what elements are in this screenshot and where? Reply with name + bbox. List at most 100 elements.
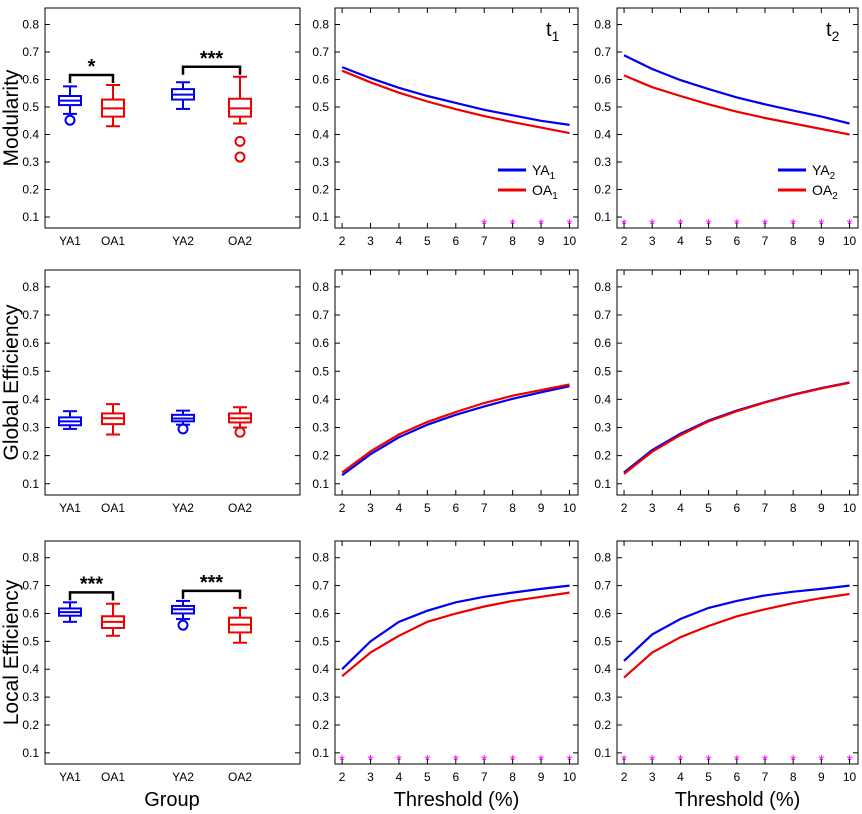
y-tick-label: 0.8	[594, 18, 611, 32]
y-tick-label: 0.2	[22, 183, 39, 197]
x-tick-label: 3	[367, 234, 374, 248]
box-group-label: OA2	[228, 501, 252, 515]
significance-star: *	[396, 752, 402, 769]
y-tick-label: 0.2	[22, 449, 39, 463]
y-tick-label: 0.5	[22, 634, 39, 648]
box-group-label: YA2	[172, 234, 194, 248]
x-tick-label: 6	[452, 770, 459, 784]
x-tick-label: 10	[843, 501, 857, 515]
box-outlier	[234, 151, 246, 163]
legend-name: OA	[532, 182, 553, 198]
y-tick-label: 0.6	[594, 606, 611, 620]
box-group-label: OA2	[228, 234, 252, 248]
x-tick-label: 7	[481, 501, 488, 515]
significance-star: *	[481, 216, 487, 233]
y-tick-label: 0.3	[312, 690, 329, 704]
x-tick-label: 8	[509, 770, 516, 784]
significance-star: *	[734, 752, 740, 769]
x-tick-label: 3	[649, 770, 656, 784]
plot-frame	[44, 540, 301, 765]
y-tick-label: 0.6	[594, 73, 611, 87]
x-tick-label: 10	[563, 770, 577, 784]
significance-star: *	[621, 752, 627, 769]
y-tick-label: 0.6	[22, 606, 39, 620]
x-tick-label: 8	[790, 770, 797, 784]
x-tick-label: 10	[843, 234, 857, 248]
significance-star: *	[481, 752, 487, 769]
plot-frame	[44, 7, 301, 229]
y-tick-label: 0.3	[22, 155, 39, 169]
x-tick-label: 4	[396, 501, 403, 515]
y-tick-label: 0.5	[312, 364, 329, 378]
x-tick-label: 3	[649, 234, 656, 248]
panel-tag: t1	[546, 19, 560, 44]
x-tick-label: 9	[538, 501, 545, 515]
plot-frame	[334, 540, 579, 765]
box-outlier	[64, 114, 76, 126]
significance-stars: *	[88, 56, 96, 78]
y-tick-label: 0.4	[22, 128, 39, 142]
plot-frame	[334, 7, 579, 229]
x-tick-label: 6	[733, 501, 740, 515]
y-tick-label: 0.1	[312, 210, 329, 224]
x-tick-label: 2	[339, 501, 346, 515]
y-tick-label: 0.4	[312, 128, 329, 142]
plot-frame	[334, 269, 579, 496]
y-tick-label: 0.3	[312, 421, 329, 435]
x-tick-label: 2	[339, 770, 346, 784]
significance-star: *	[538, 216, 544, 233]
x-tick-label: 2	[621, 770, 628, 784]
y-tick-label: 0.8	[22, 18, 39, 32]
y-tick-label: 0.4	[312, 662, 329, 676]
y-tick-label: 0.2	[312, 449, 329, 463]
y-tick-label: 0.1	[594, 477, 611, 491]
x-tick-label: 9	[818, 234, 825, 248]
y-tick-label: 0.7	[22, 45, 39, 59]
box-outlier	[234, 135, 246, 147]
x-tick-label: 8	[509, 234, 516, 248]
y-tick-label: 0.2	[312, 183, 329, 197]
significance-stars: ***	[200, 48, 224, 70]
y-tick-label: 0.4	[594, 392, 611, 406]
y-tick-label: 0.5	[594, 634, 611, 648]
significance-bracket	[181, 589, 242, 599]
panel-tag-main: t	[826, 19, 832, 41]
y-tick-label: 0.2	[594, 718, 611, 732]
significance-star: *	[649, 752, 655, 769]
y-tick-label: 0.5	[22, 364, 39, 378]
significance-star: *	[790, 752, 796, 769]
significance-star: *	[649, 216, 655, 233]
series-line-oa1	[341, 69, 570, 135]
x-tick-label: 6	[452, 234, 459, 248]
legend-label: YA1	[532, 162, 556, 182]
significance-star: *	[510, 216, 516, 233]
box-group-label: YA1	[59, 770, 81, 784]
x-tick-label: 7	[762, 501, 769, 515]
x-tick-label: 3	[367, 501, 374, 515]
x-tick-label: 9	[538, 234, 545, 248]
y-tick-label: 0.2	[22, 718, 39, 732]
y-tick-label: 0.5	[594, 100, 611, 114]
significance-star: *	[339, 752, 345, 769]
x-tick-label: 4	[677, 770, 684, 784]
x-tick-label: 9	[818, 770, 825, 784]
plot-frame	[44, 269, 301, 496]
box-group-label: YA2	[172, 770, 194, 784]
y-tick-label: 0.3	[594, 690, 611, 704]
y-tick-label: 0.7	[312, 45, 329, 59]
y-tick-label: 0.2	[594, 449, 611, 463]
y-tick-label: 0.8	[312, 280, 329, 294]
legend-sub: 2	[832, 191, 838, 202]
significance-bracket	[68, 73, 115, 83]
y-tick-label: 0.4	[594, 128, 611, 142]
legend-name: YA	[812, 162, 830, 178]
y-tick-label: 0.1	[312, 746, 329, 760]
significance-bracket	[181, 65, 242, 75]
significance-star: *	[734, 216, 740, 233]
box-outlier	[177, 423, 189, 435]
y-tick-label: 0.7	[594, 308, 611, 322]
significance-star: *	[847, 216, 853, 233]
x-tick-label: 10	[563, 501, 577, 515]
y-tick-label: 0.3	[312, 155, 329, 169]
